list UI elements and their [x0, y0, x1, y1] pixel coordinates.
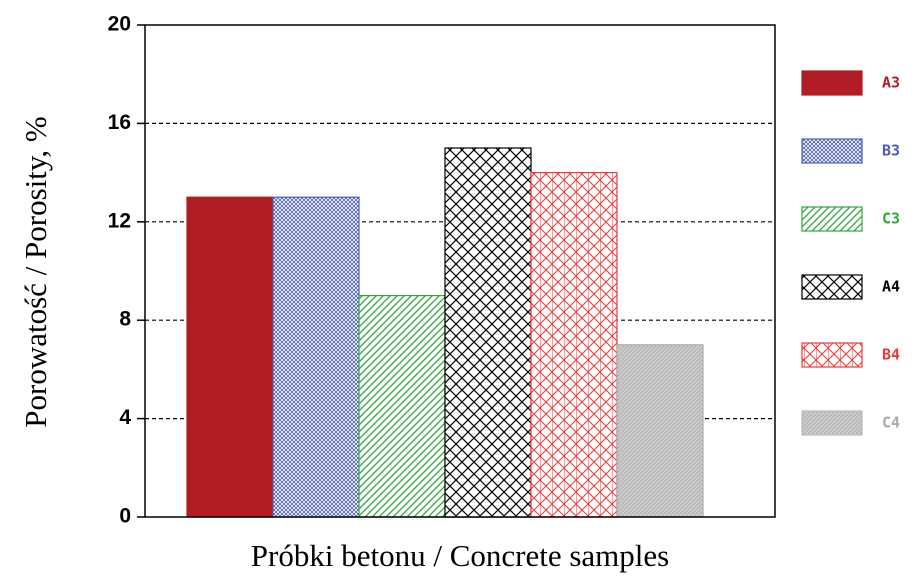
y-tick-label: 16 — [108, 111, 131, 134]
bar — [530, 172, 618, 518]
legend-label: A3 — [882, 74, 900, 92]
legend-swatch — [801, 410, 863, 436]
plot-frame — [144, 24, 776, 518]
legend-swatch — [801, 206, 863, 232]
legend-label: C3 — [882, 210, 900, 228]
bar — [358, 295, 446, 518]
legend-swatch — [801, 342, 863, 368]
legend-swatch — [801, 138, 863, 164]
bar — [186, 196, 274, 518]
y-tick-label: 8 — [119, 308, 131, 331]
legend-swatch — [801, 70, 863, 96]
y-tick-label: 0 — [119, 505, 131, 528]
legend-label: C4 — [882, 414, 900, 432]
legend-swatch — [801, 274, 863, 300]
y-tick-label: 4 — [119, 406, 131, 429]
bar — [272, 196, 360, 518]
y-tick-label: 12 — [108, 209, 131, 232]
legend-label: B3 — [882, 142, 900, 160]
bar — [616, 344, 704, 518]
y-tick-label: 20 — [108, 13, 131, 36]
legend-label: A4 — [882, 278, 900, 296]
bar — [444, 147, 532, 518]
legend-label: B4 — [882, 346, 900, 364]
x-axis-title: Próbki betonu / Concrete samples — [251, 538, 669, 573]
y-axis-title: Porowatość / Porosity, % — [18, 116, 53, 427]
